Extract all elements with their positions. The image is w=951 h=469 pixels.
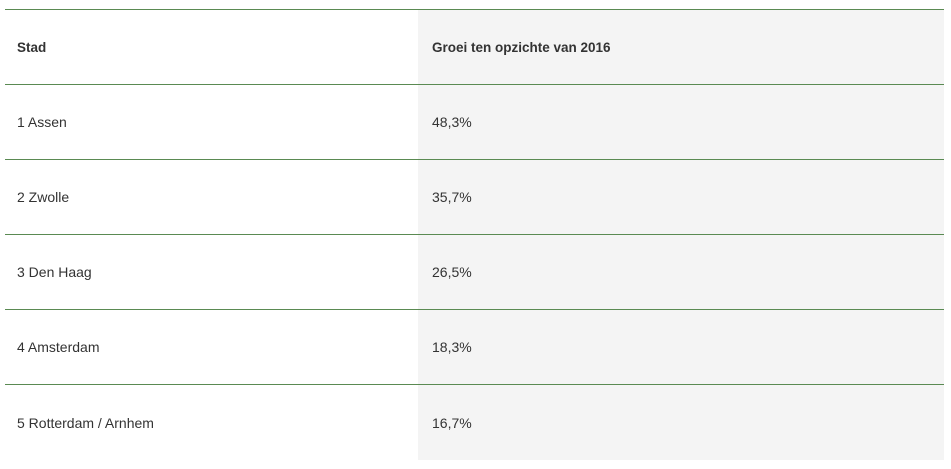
growth-cell: 18,3% [418, 310, 944, 384]
table-row: 1 Assen 48,3% [5, 84, 944, 159]
growth-cell: 48,3% [418, 85, 944, 159]
table-header-row: Stad Groei ten opzichte van 2016 [5, 9, 944, 84]
city-cell: 1 Assen [5, 85, 418, 159]
growth-cell: 35,7% [418, 160, 944, 234]
city-cell: 2 Zwolle [5, 160, 418, 234]
table-row: 5 Rotterdam / Arnhem 16,7% [5, 384, 944, 460]
city-cell: 3 Den Haag [5, 235, 418, 309]
growth-cell: 26,5% [418, 235, 944, 309]
growth-table: Stad Groei ten opzichte van 2016 1 Assen… [5, 9, 944, 460]
city-cell: 5 Rotterdam / Arnhem [5, 385, 418, 460]
growth-cell: 16,7% [418, 385, 944, 460]
city-cell: 4 Amsterdam [5, 310, 418, 384]
table-row: 3 Den Haag 26,5% [5, 234, 944, 309]
header-city: Stad [5, 10, 418, 84]
table-row: 4 Amsterdam 18,3% [5, 309, 944, 384]
header-growth: Groei ten opzichte van 2016 [418, 10, 944, 84]
table-row: 2 Zwolle 35,7% [5, 159, 944, 234]
